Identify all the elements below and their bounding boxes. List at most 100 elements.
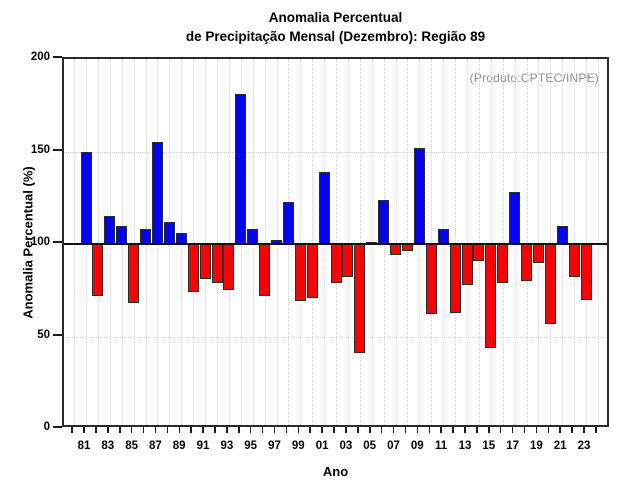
bar-2019 [532, 244, 544, 263]
bar-2011 [437, 229, 449, 244]
x-tick-label: 99 [291, 440, 305, 452]
vertical-gridline [97, 59, 99, 425]
x-tick [154, 427, 157, 433]
x-tick-label: 01 [315, 440, 329, 452]
vertical-gridline [467, 59, 468, 425]
bar-1985 [128, 244, 140, 304]
bar-2020 [544, 244, 556, 324]
x-tick [333, 427, 335, 433]
y-tick [53, 56, 62, 58]
vertical-gridline [205, 59, 206, 425]
chart-title-line1: Anomalia Percentual [268, 10, 403, 25]
x-tick-label: 13 [458, 440, 472, 452]
x-tick-label: 07 [387, 440, 400, 452]
bar-2003 [342, 244, 354, 278]
bar-1999 [294, 244, 306, 302]
x-tick [488, 427, 490, 433]
bar-1984 [116, 225, 128, 244]
x-tick [595, 427, 597, 433]
x-tick [452, 427, 454, 433]
x-tick [285, 427, 288, 433]
bar-2008 [401, 244, 413, 252]
bar-1991 [199, 244, 211, 280]
x-tick [523, 427, 526, 433]
bar-2000 [306, 244, 318, 298]
vertical-gridline [526, 59, 528, 425]
vertical-gridline [597, 59, 599, 425]
x-tick [71, 427, 73, 433]
vertical-gridline [586, 59, 587, 425]
x-tick [214, 427, 216, 433]
x-tick [440, 427, 442, 433]
vertical-gridline [217, 59, 218, 425]
x-tick [571, 427, 573, 433]
vertical-gridline [574, 59, 576, 425]
bar-1996 [259, 244, 271, 296]
bar-2021 [556, 225, 568, 244]
x-tick [95, 427, 97, 433]
vertical-gridline [133, 59, 135, 425]
vertical-gridline [407, 59, 409, 425]
x-tick-label: 91 [196, 440, 210, 452]
y-tick [53, 148, 62, 151]
baseline-100 [64, 243, 607, 245]
horizontal-gridline [64, 336, 607, 338]
x-tick-label: 85 [125, 440, 138, 452]
y-tick [53, 241, 62, 243]
x-tick-label: 11 [435, 440, 448, 452]
bar-2004 [354, 244, 366, 354]
vertical-gridline [193, 59, 195, 425]
bar-2015 [485, 244, 497, 348]
x-tick [559, 427, 561, 433]
bar-1981 [80, 151, 92, 244]
x-tick-label: 89 [172, 440, 186, 452]
vertical-gridline [395, 59, 397, 425]
bar-2013 [461, 244, 473, 285]
x-tick [547, 427, 549, 433]
x-tick [297, 427, 299, 433]
x-tick-label: 81 [77, 440, 91, 452]
x-tick [309, 427, 311, 433]
x-tick [345, 427, 347, 433]
x-tick-label: 83 [101, 440, 115, 452]
bar-2012 [449, 244, 461, 313]
x-tick [261, 427, 264, 433]
bar-2022 [568, 244, 580, 278]
x-tick [119, 427, 121, 433]
x-tick [166, 427, 169, 433]
bar-2016 [497, 244, 509, 283]
bar-1993 [223, 244, 235, 291]
y-tick [53, 426, 62, 428]
x-tick-label: 05 [363, 440, 377, 452]
y-tick-label: 150 [30, 143, 50, 156]
vertical-gridline [264, 59, 266, 425]
bar-2023 [580, 244, 592, 300]
x-tick [380, 427, 383, 433]
x-axis-label: Ano [322, 464, 349, 479]
x-tick [369, 427, 371, 433]
vertical-gridline [502, 59, 504, 425]
x-tick-label: 87 [148, 440, 162, 452]
x-tick [130, 427, 133, 433]
vertical-gridline [347, 59, 349, 425]
x-tick [416, 427, 419, 433]
chart-title-line2: de Precipitação Mensal (Dezembro): Regiã… [185, 29, 486, 44]
x-tick [238, 427, 240, 433]
vertical-gridline [371, 59, 373, 425]
bar-1998 [282, 201, 294, 244]
vertical-gridline [336, 59, 337, 425]
x-tick [249, 427, 252, 433]
bar-2006 [378, 199, 390, 244]
bar-1990 [187, 244, 199, 293]
x-tick [404, 427, 407, 433]
bar-1988 [163, 221, 175, 244]
x-tick [273, 427, 276, 433]
bar-2014 [473, 244, 485, 261]
vertical-gridline [455, 59, 456, 425]
vertical-gridline [300, 59, 302, 425]
vertical-gridline [478, 59, 480, 425]
vertical-gridline [550, 59, 552, 425]
x-tick-label: 23 [577, 440, 591, 452]
x-tick [321, 427, 323, 433]
x-tick [142, 427, 145, 433]
